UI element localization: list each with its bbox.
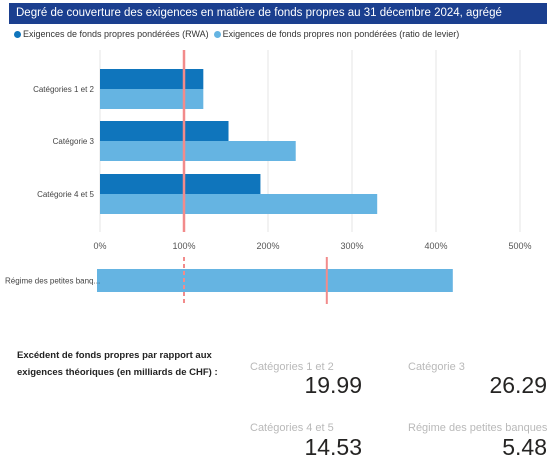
excess-capital-label: Excédent de fonds propres par rapport au… [17, 350, 218, 378]
x-tick-label: 400% [424, 241, 447, 251]
card-value-cat-3: 26.29 [489, 372, 547, 398]
chart-title: Degré de couverture des exigences en mat… [9, 3, 547, 24]
category-label: Régime des petites banq... [5, 277, 100, 286]
bar-leverage [100, 141, 296, 161]
card-value-cat-4-5: 14.53 [304, 434, 362, 460]
bar-rwa [100, 69, 204, 89]
bar-leverage [100, 89, 204, 109]
legend-item-rwa[interactable]: Exigences de fonds propres pondérées (RW… [14, 29, 209, 39]
card-value-small-banks: 5.48 [502, 434, 547, 460]
bar-rwa [100, 121, 229, 141]
card-label-small-banks: Régime des petites banques [408, 422, 548, 434]
card-label-cat-1-2: Catégories 1 et 2 [250, 361, 334, 373]
card-value-cat-1-2: 19.99 [304, 372, 362, 398]
category-label: Catégorie 3 [53, 137, 95, 146]
legend-label-leverage: Exigences de fonds propres non pondérées… [222, 29, 460, 39]
x-tick-label: 500% [508, 241, 531, 251]
x-tick-label: 200% [256, 241, 279, 251]
category-label: Catégorie 4 et 5 [37, 190, 94, 199]
card-label-cat-4-5: Catégories 4 et 5 [250, 422, 334, 434]
bar-leverage [100, 194, 378, 214]
legend-dot-rwa [14, 30, 21, 38]
coverage-bar-chart: 0% 100% 200% 300% 400% 500% Catégories 1 et 2 C… [5, 50, 532, 304]
x-tick-label: 300% [340, 241, 363, 251]
legend-label-rwa: Exigences de fonds propres pondérées (RW… [23, 29, 209, 39]
x-tick-label: 0% [93, 241, 106, 251]
legend-dot-leverage [213, 30, 221, 38]
chart-legend: Exigences de fonds propres pondérées (RW… [14, 27, 464, 41]
x-tick-label: 100% [172, 241, 195, 251]
card-label-cat-3: Catégorie 3 [408, 361, 465, 373]
legend-item-leverage[interactable]: Exigences de fonds propres non pondérées… [213, 29, 460, 39]
category-label: Catégories 1 et 2 [33, 85, 94, 94]
bar-rwa [100, 174, 261, 194]
bar-small-banks [97, 269, 453, 292]
